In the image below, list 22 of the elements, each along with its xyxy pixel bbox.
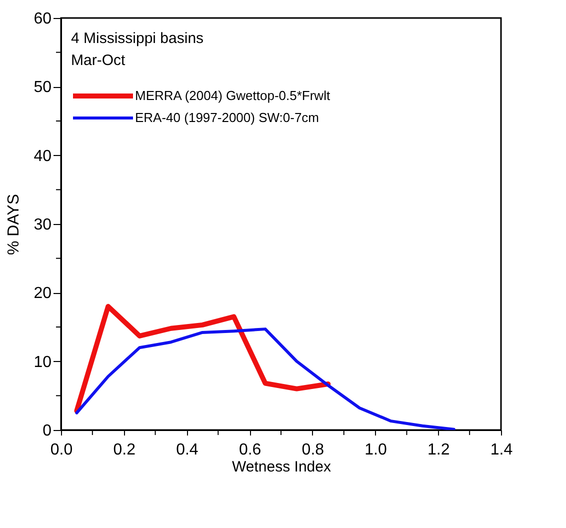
x-tick-label: 0.8 — [302, 442, 324, 458]
x-tick-label: 1.4 — [490, 442, 513, 458]
y-tick-label: 0 — [42, 422, 52, 440]
x-tick-label: 0.2 — [113, 442, 136, 458]
x-tick-label: 1.0 — [364, 442, 388, 458]
line-series — [75, 328, 456, 430]
y-tick-label: 10 — [34, 354, 52, 371]
y-tick-label: 60 — [34, 10, 52, 28]
x-tick-label: 1.2 — [428, 442, 450, 458]
x-tick-label: 0.0 — [50, 442, 73, 458]
y-tick-label: 50 — [34, 79, 52, 96]
x-tick-label: 0.4 — [176, 442, 198, 458]
x-axis-title: Wetness Index — [232, 458, 332, 476]
x-tick-label: 0.6 — [238, 442, 262, 458]
y-tick-label: 20 — [34, 285, 52, 302]
legend-label: ERA-40 (1997-2000) SW:0-7cm — [135, 110, 320, 125]
y-tick-label: 40 — [34, 148, 52, 165]
text: Mar-Oct — [71, 52, 126, 69]
text: 4 Mississippi basins — [71, 30, 204, 47]
y-axis-title: % DAYS — [6, 194, 23, 256]
y-tick-label: 30 — [34, 216, 52, 234]
legend-label: MERRA (2004) Gwettop-0.5*Frwlt — [135, 88, 330, 103]
